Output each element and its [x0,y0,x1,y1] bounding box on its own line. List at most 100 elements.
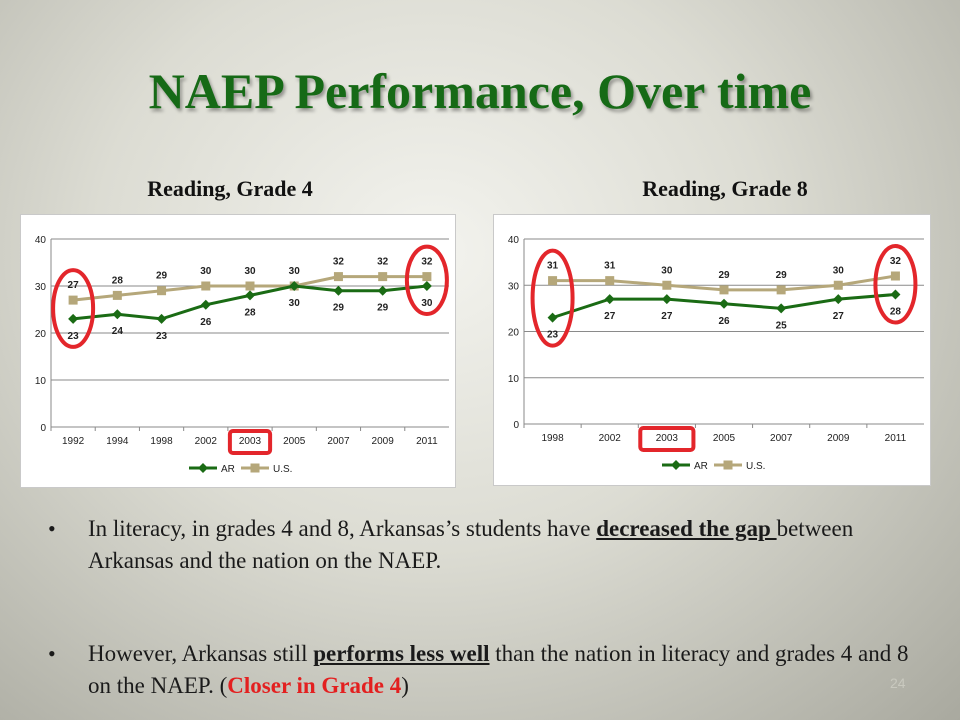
g8-data-label: 29 [718,270,730,281]
g8-data-label: 30 [833,265,845,276]
g4-data-label: 27 [68,280,80,291]
g8-data-label: 30 [661,265,673,276]
bullet-2-underline: performs less well [313,641,490,666]
g4-data-label: 24 [112,326,124,337]
g4-point-us [378,272,388,282]
g8-data-label: 27 [833,311,845,322]
g4-legend: AR U.S. [189,463,292,475]
g4-x-tick-label: 2007 [327,436,350,447]
g8-data-label: 31 [547,261,559,272]
bullet-dot: • [48,641,56,666]
g4-highlight-ring [51,268,96,349]
bullet-2-text-after: ) [401,673,409,698]
g8-highlight-box [638,426,696,452]
g4-point-ar [112,309,123,320]
g4-x-tick-label: 1992 [62,436,85,447]
g8-x-tick-label: 2005 [713,433,736,444]
g4-point-ar [377,285,388,296]
g4-legend-label-ar: AR [221,464,235,475]
g4-highlight-box [227,429,273,455]
g8-x-tick-label: 1998 [541,433,564,444]
bullet-gap: • In literacy, in grades 4 and 8, Arkans… [48,513,918,577]
g4-y-tick-label: 0 [40,423,46,434]
g4-point-us [333,272,343,282]
g4-point-ar [289,281,300,291]
g8-y-tick-label: 20 [508,328,520,339]
g8-point-us [719,285,729,295]
g8-data-label: 29 [776,270,788,281]
g8-point-us [662,280,672,290]
bullet-performance: • However, Arkansas still performs less … [48,638,918,702]
g8-point-ar [661,294,672,305]
chart-grade4-svg: 0 10 20 30 40 1992 1994 1998 2002 2003 2005 2007 200… [35,235,449,475]
g4-data-label: 29 [377,303,389,314]
g8-point-ar [890,289,901,300]
g8-data-label: 26 [718,316,730,327]
g4-data-label: 30 [421,298,433,309]
g8-x-tick-label: 2009 [827,433,850,444]
g8-x-tick-label: 2011 [885,433,907,444]
g4-x-tick-label: 2002 [195,436,218,447]
g4-point-ar [68,313,79,324]
g4-point-ar [333,285,344,296]
g4-point-us [422,272,432,282]
g4-point-us [68,295,78,305]
g4-y-tick-label: 30 [35,282,47,293]
g8-legend-label-ar: AR [694,461,708,472]
g8-y-tick-label: 10 [508,374,520,385]
g4-data-label: 26 [200,317,212,328]
g4-x-tick-label: 2005 [283,436,306,447]
g8-y-tick-label: 0 [513,420,519,431]
g8-data-label: 31 [604,261,616,272]
bullet-1-text-after: between Arkansas and the nation on the N… [88,516,854,573]
g8-point-us [548,276,558,286]
bullet-dot: • [48,516,56,541]
chart-grade8: 0 10 20 30 40 1998 2002 2003 2005 2007 2009 2011 23 2… [493,214,931,486]
g4-data-label: 32 [377,257,389,268]
bullet-1-underline: decreased the gap [596,516,777,541]
g8-data-label: 27 [661,311,673,322]
g8-data-label: 25 [776,320,788,331]
g4-point-us [157,286,167,296]
bullet-2-text-before: However, Arkansas still [88,641,314,666]
g8-data-label: 32 [890,256,902,267]
g4-data-label: 29 [156,271,168,282]
g8-highlight-ring [530,248,575,348]
g8-y-tick-label: 40 [508,235,520,246]
g8-point-ar [719,298,729,309]
g4-data-label: 28 [244,307,256,318]
g8-legend-label-us: U.S. [746,461,765,472]
g8-point-us [776,285,786,295]
g8-data-label: 28 [890,307,902,318]
g4-y-tick-label: 20 [35,329,47,340]
g4-highlight-ring [404,244,449,317]
g4-point-us [245,281,255,291]
g4-x-tick-label: 2003 [239,436,262,447]
g4-y-tick-label: 10 [35,376,47,387]
g4-point-ar [245,290,255,301]
g4-data-label: 23 [68,331,80,342]
chart-title-grade4: Reading, Grade 4 [147,176,313,201]
g8-legend: AR U.S. [662,460,765,472]
g8-data-label: 23 [547,330,559,341]
slide-number: 24 [890,675,906,691]
bullet-2-highlight: Closer in Grade 4 [227,673,402,698]
g4-data-label: 29 [333,303,345,314]
g4-legend-marker-us [250,463,260,473]
g8-point-us [890,271,900,281]
g4-y-tick-label: 40 [35,235,47,246]
g8-point-us [833,280,843,290]
g4-point-us [112,290,122,300]
g4-x-tick-label: 2011 [416,436,438,447]
g8-y-tick-label: 30 [508,281,520,292]
chart-grade4: 0 10 20 30 40 1992 1994 1998 2002 2003 2005 2007 200… [20,214,456,488]
g8-x-tick-label: 2007 [770,433,793,444]
g8-x-tick-label: 2003 [656,433,679,444]
g4-data-label: 30 [200,266,212,277]
g8-point-ar [604,294,615,305]
g4-point-ar [156,313,167,324]
g8-data-label: 27 [604,311,616,322]
bullet-2-text-middle: than the nation in literacy and grades 4… [88,641,909,698]
g4-legend-label-us: U.S. [273,464,292,475]
bullet-1-text-before: In literacy, in grades 4 and 8, Arkansas… [88,516,597,541]
